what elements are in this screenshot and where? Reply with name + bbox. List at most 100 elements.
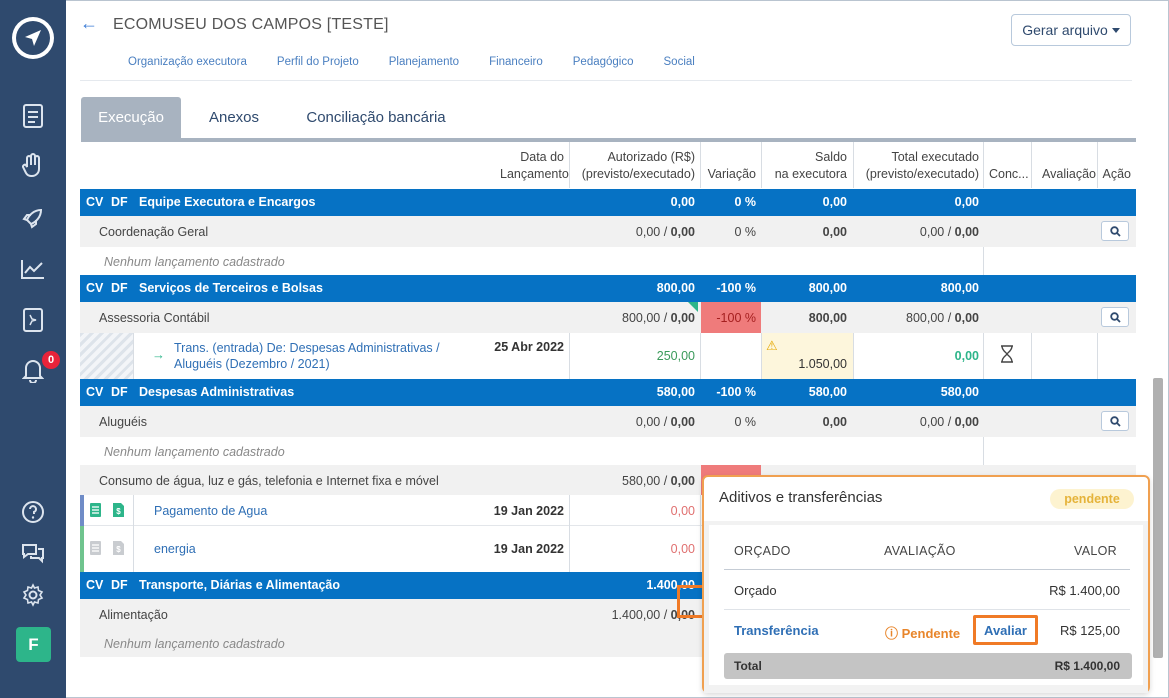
row-name: Alimentação	[99, 608, 168, 622]
group-authorized: 0,00	[670, 195, 695, 209]
col-evaluation-header: Avaliação	[1042, 167, 1096, 181]
col-budget-header: ORÇADO	[734, 544, 791, 558]
col-date-header: Data do Lançamento	[500, 150, 569, 181]
transfer-link[interactable]: Transferência	[734, 623, 819, 638]
warning-icon: ⚠	[766, 338, 778, 353]
search-button[interactable]	[1101, 307, 1129, 327]
row-balance: 800,00	[808, 311, 847, 325]
row-authorized: 0,00 / 0,00	[635, 225, 695, 239]
subnav-pedagogico[interactable]: Pedagógico	[572, 56, 634, 68]
df-label[interactable]: DF	[111, 195, 128, 209]
svg-text:$: $	[116, 545, 121, 554]
subnav-organizacao[interactable]: Organização executora	[128, 56, 247, 68]
evaluate-button[interactable]: Avaliar	[973, 615, 1038, 645]
pending-status: ⓘ Pendente	[885, 626, 961, 641]
group-total: 0,00	[954, 195, 979, 209]
cv-label[interactable]: CV	[86, 578, 104, 592]
row-name: Coordenação Geral	[99, 225, 209, 239]
total-label: Total	[734, 659, 762, 673]
gear-icon[interactable]	[17, 581, 49, 609]
popup-title: Aditivos e transferências	[719, 489, 883, 506]
df-label[interactable]: DF	[111, 281, 128, 295]
subnav-financeiro[interactable]: Financeiro	[489, 56, 543, 68]
help-icon[interactable]	[17, 498, 49, 526]
transfer-description[interactable]: Trans. (entrada) De: Despesas Administra…	[174, 341, 440, 371]
generate-file-button[interactable]: Gerar arquivo	[1011, 14, 1131, 46]
budget-label: Orçado	[734, 583, 777, 598]
sub-navigation: Organização executora Perfil do Projeto …	[128, 56, 725, 68]
row-name: Consumo de água, luz e gás, telefonia e …	[99, 474, 439, 488]
avatar[interactable]: F	[16, 627, 51, 662]
subnav-planejamento[interactable]: Planejamento	[388, 56, 460, 68]
row-total: 0,00 / 0,00	[919, 415, 979, 429]
search-button[interactable]	[1101, 411, 1129, 431]
bell-icon[interactable]	[17, 356, 49, 384]
cv-label[interactable]: CV	[86, 281, 104, 295]
row-name: Aluguéis	[99, 415, 147, 429]
search-icon	[1109, 415, 1121, 427]
col-action-header: Ação	[1102, 167, 1132, 181]
df-label[interactable]: DF	[111, 578, 128, 592]
row-variation: -100 %	[716, 311, 756, 325]
receipt-icon[interactable]	[89, 540, 102, 559]
notification-badge: 0	[42, 351, 60, 369]
rocket-icon[interactable]	[17, 204, 49, 232]
row-total: 800,00 / 0,00	[906, 311, 979, 325]
invoice-icon[interactable]: $	[112, 502, 125, 521]
col-evaluation-header: AVALIAÇÃO	[884, 544, 956, 558]
list-item: Nenhum lançamento cadastrado	[80, 437, 1136, 465]
scrollbar[interactable]	[1153, 378, 1163, 658]
search-icon	[1109, 225, 1121, 237]
item-name[interactable]: energia	[154, 542, 196, 556]
chat-icon[interactable]	[17, 539, 49, 567]
group-variation: -100 %	[716, 281, 756, 295]
receipt-icon[interactable]	[89, 502, 102, 521]
df-label[interactable]: DF	[111, 385, 128, 399]
group-authorized: 800,00	[656, 281, 695, 295]
caret-down-icon	[1111, 27, 1120, 33]
col-conc-header: Conc...	[989, 167, 1029, 181]
row-balance: 0,00	[822, 415, 847, 429]
chart-icon[interactable]	[17, 255, 49, 283]
group-row: CV DF Equipe Executora e Encargos 0,00 0…	[80, 189, 1136, 216]
group-balance: 0,00	[822, 195, 847, 209]
row-balance: 0,00	[822, 225, 847, 239]
row-authorized: 580,00 / 0,00	[622, 474, 695, 488]
col-variation-header: Variação	[707, 167, 756, 181]
transfer-date: 25 Abr 2022	[494, 340, 564, 354]
subnav-perfil[interactable]: Perfil do Projeto	[276, 56, 359, 68]
empty-message: Nenhum lançamento cadastrado	[104, 637, 285, 651]
search-button[interactable]	[1101, 221, 1129, 241]
item-name[interactable]: Pagamento de Agua	[154, 504, 268, 518]
total-row: Total R$ 1.400,00	[724, 653, 1132, 679]
transfer-row[interactable]: → Trans. (entrada) De: Despesas Administ…	[80, 333, 1136, 379]
header-divider	[80, 80, 1132, 81]
col-balance-header: Saldo na executora	[774, 150, 847, 181]
table-row: Coordenação Geral 0,00 / 0,00 0 % 0,00 0…	[80, 216, 1136, 247]
corner-marker-icon	[688, 302, 698, 312]
subnav-social[interactable]: Social	[663, 56, 695, 68]
logo-icon[interactable]	[12, 17, 54, 59]
back-arrow-icon[interactable]: ←	[80, 13, 98, 33]
invoice-icon[interactable]: $	[112, 540, 125, 559]
row-variation: 0 %	[734, 415, 756, 429]
book-icon[interactable]	[17, 306, 49, 334]
cv-label[interactable]: CV	[86, 195, 104, 209]
transfer-balance: 1.050,00	[798, 357, 847, 371]
tab-conciliacao[interactable]: Conciliação bancária	[306, 109, 446, 126]
group-total: 580,00	[940, 385, 979, 399]
group-variation: -100 %	[716, 385, 756, 399]
tab-anexos[interactable]: Anexos	[208, 109, 260, 126]
item-value: 0,00	[670, 542, 695, 556]
document-icon[interactable]	[17, 102, 49, 130]
tab-execucao[interactable]: Execução	[81, 97, 181, 138]
hand-icon[interactable]	[17, 152, 49, 180]
col-value-header: VALOR	[1074, 544, 1117, 558]
transfer-amount: R$ 125,00	[1060, 623, 1120, 638]
empty-message: Nenhum lançamento cadastrado	[104, 445, 285, 459]
row-variation: 0 %	[734, 225, 756, 239]
group-authorized: 1.400,00	[646, 578, 695, 592]
cv-label[interactable]: CV	[86, 385, 104, 399]
group-name: Despesas Administrativas	[139, 385, 295, 399]
hourglass-icon[interactable]	[1000, 345, 1014, 366]
